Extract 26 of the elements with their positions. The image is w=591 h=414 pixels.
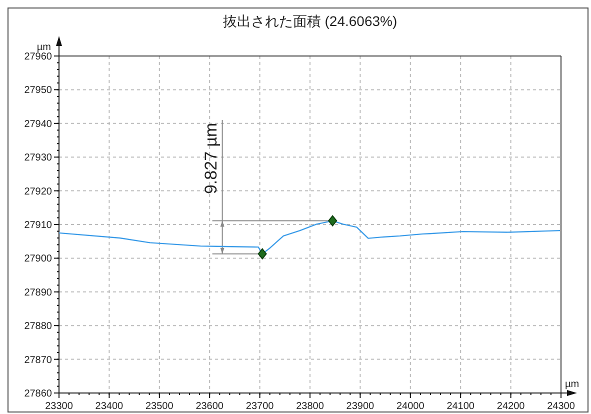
y-tick-label: 27960 [24,52,52,62]
y-tick-label: 27900 [24,254,52,265]
x-tick-label: 24100 [446,401,475,412]
x-tick-label: 24300 [547,401,576,412]
x-tick-label: 23900 [346,401,375,412]
x-tick-label: 23500 [145,401,174,412]
y-axis-title: µm [36,42,51,53]
y-tick-label: 27910 [24,220,52,231]
x-tick-label: 23600 [196,401,224,412]
y-tick-label: 27940 [24,118,52,130]
x-tick-label: 23800 [296,401,324,412]
annotation: 9.827 µm [201,122,220,194]
y-tick-label: 27890 [24,287,52,298]
y-tick-label: 27920 [24,186,52,198]
x-tick-label: 23700 [246,401,274,412]
y-tick-label: 27870 [24,354,52,366]
chart-title: 抜出された面積 (24.6063%) [222,13,398,29]
x-tick-label: 23400 [95,401,124,412]
y-tick-label: 27880 [24,321,52,332]
y-tick-label: 27860 [24,388,52,400]
x-tick-label: 23300 [45,401,74,412]
y-tick-label: 27930 [24,152,52,164]
x-tick-label: 24200 [496,401,526,412]
y-tick-label: 27950 [24,85,52,96]
x-axis-title: µm [565,379,580,390]
x-tick-label: 24000 [396,401,425,412]
